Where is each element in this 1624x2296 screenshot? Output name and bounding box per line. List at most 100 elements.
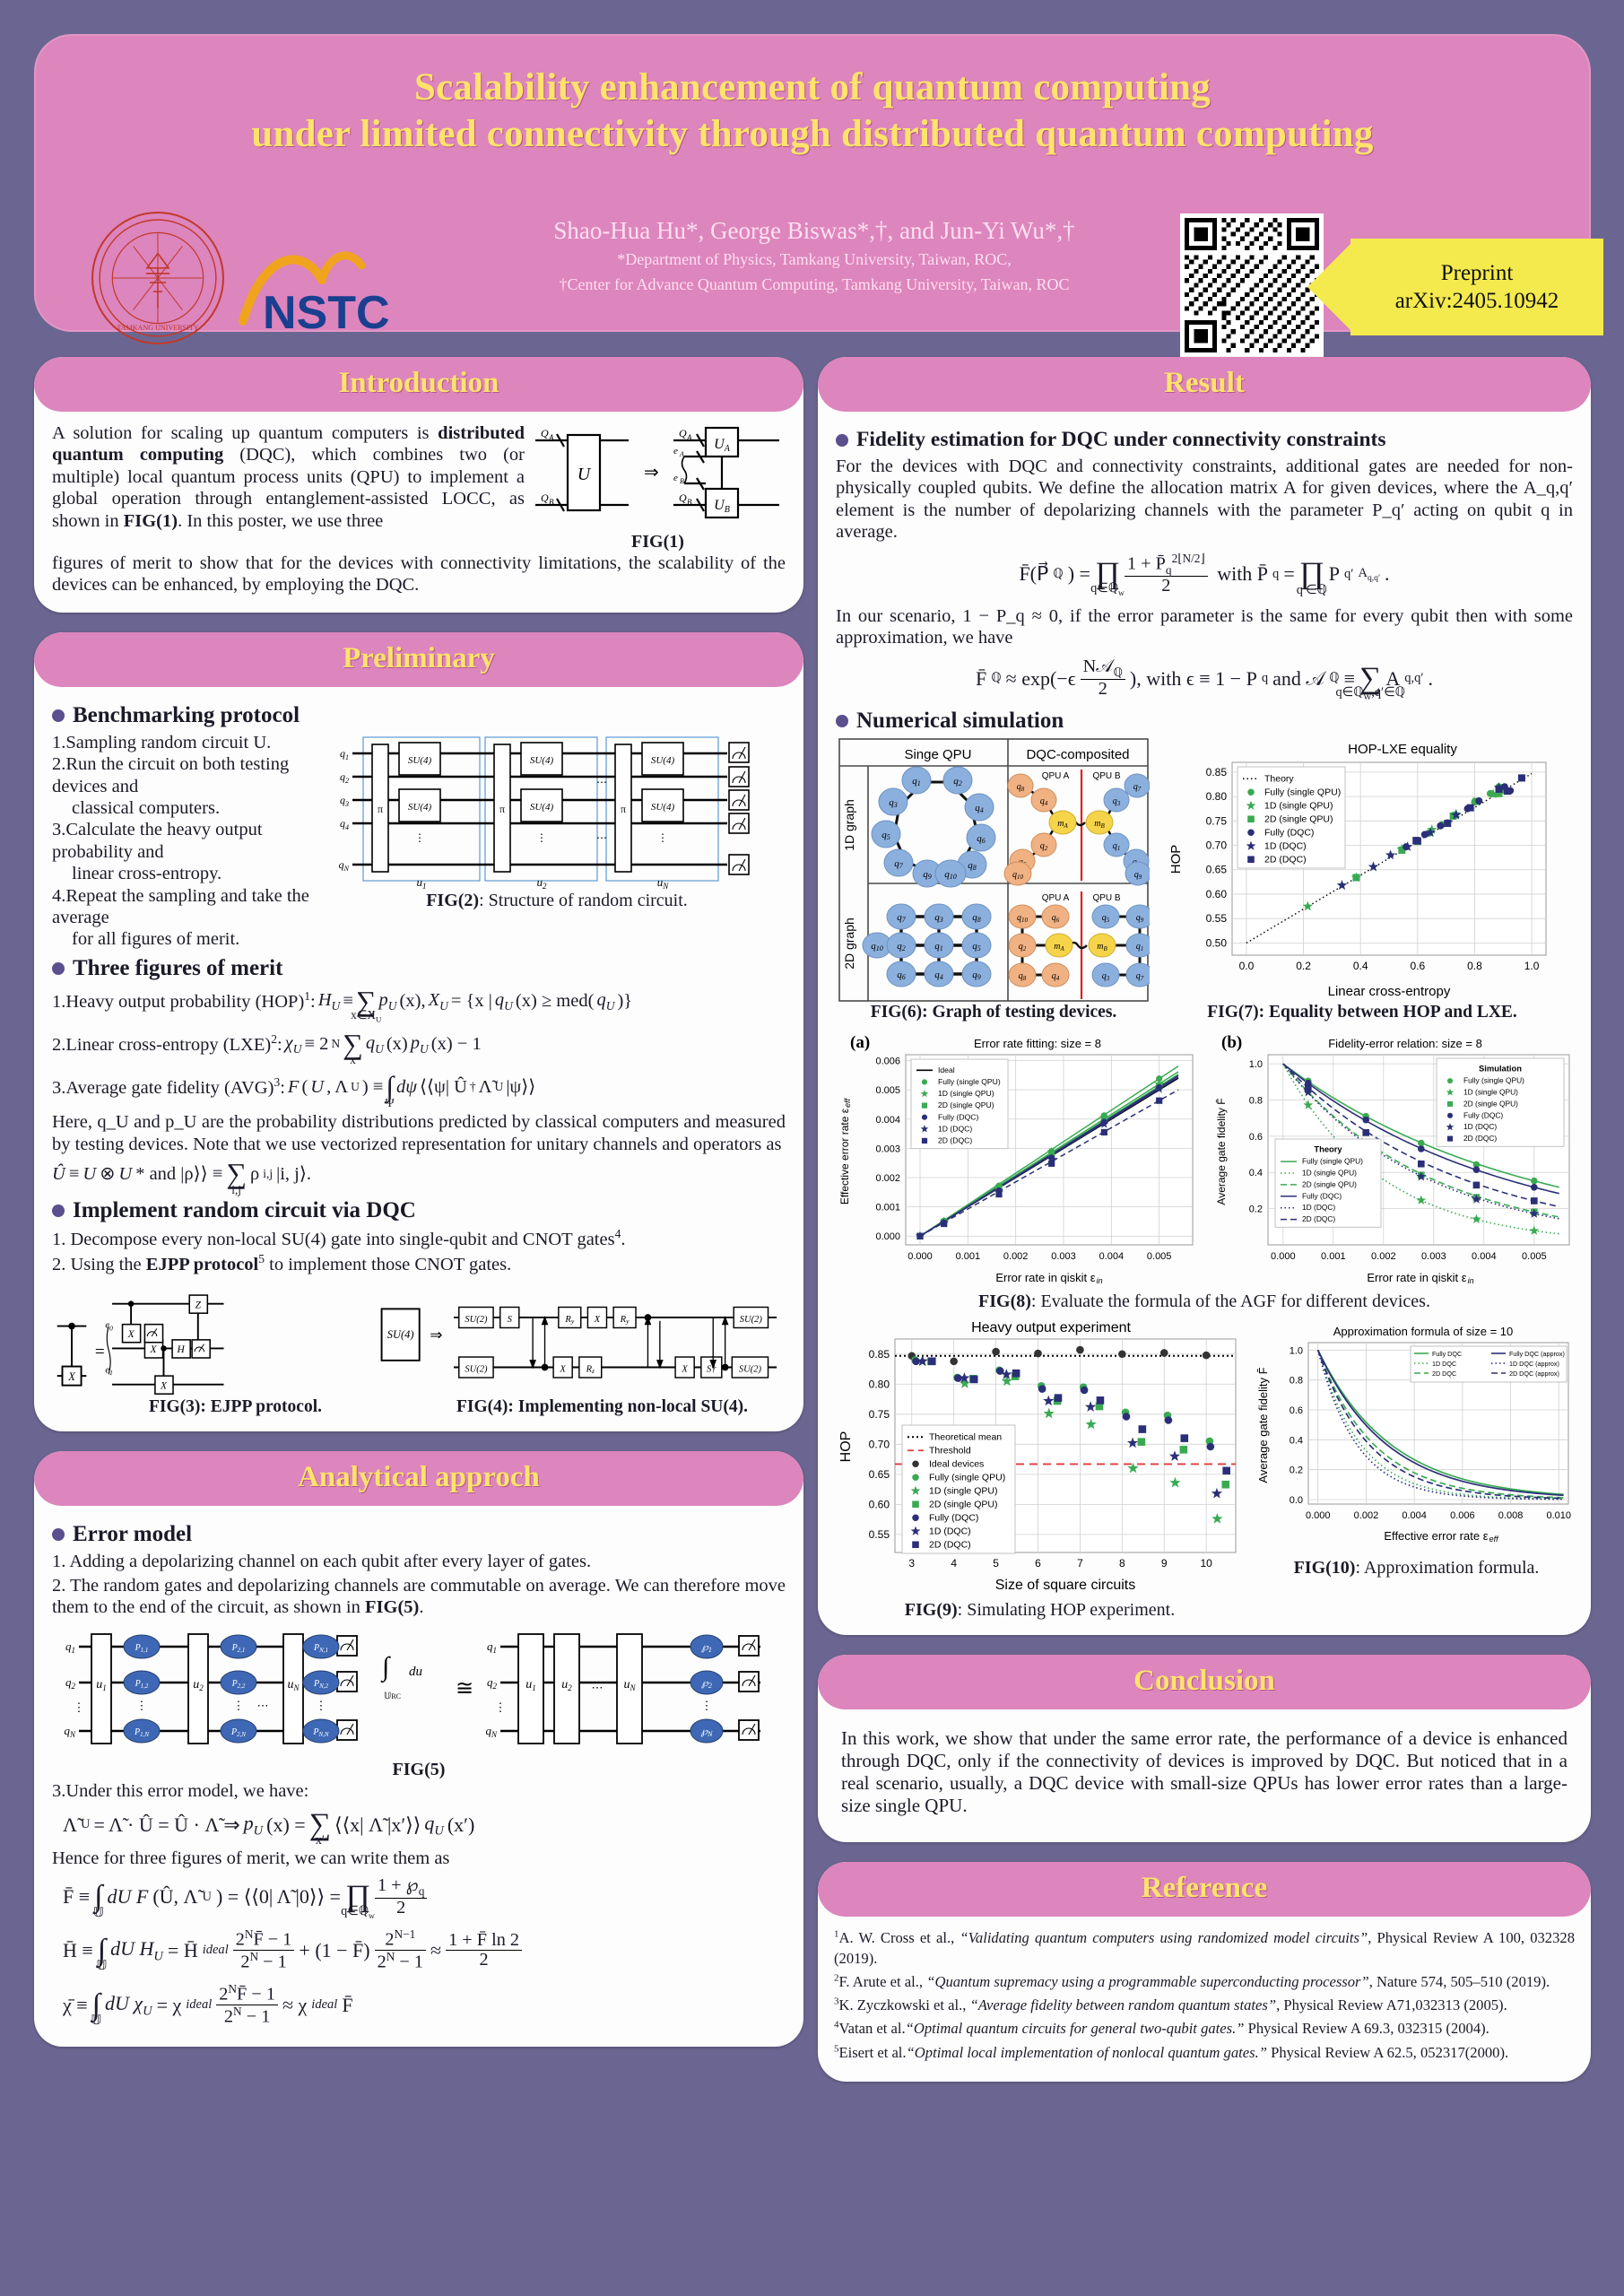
- bullet-fidelity-estimation: Fidelity estimation for DQC under connec…: [836, 428, 1573, 452]
- reference-item: 2F. Arute et al., “Quantum supremacy usi…: [834, 1972, 1550, 1991]
- data-point: [1179, 1445, 1188, 1454]
- qr-code[interactable]: [1180, 213, 1324, 357]
- data-point: [1080, 1386, 1089, 1394]
- svg-text:q1: q1: [912, 776, 921, 787]
- protocol-step-3b: linear cross-entropy.: [72, 864, 222, 884]
- fig6-device-graph-table: Singe QPU DQC-composited 1D graph 2D gra…: [838, 737, 1150, 1002]
- axis-tick-label: 5: [993, 1557, 999, 1570]
- data-point: [1495, 785, 1503, 793]
- svg-text:Q: Q: [679, 427, 687, 439]
- data-point: [1425, 827, 1436, 837]
- data-point: [1472, 1161, 1481, 1169]
- data-point: [992, 1347, 1000, 1356]
- legend-label: 1D (single QPU): [1264, 800, 1333, 811]
- svg-text:q6: q6: [977, 833, 986, 845]
- section-analytical-approach: Analytical approch Error model 1. Adding…: [34, 1451, 803, 2048]
- data-point: [1085, 1400, 1097, 1412]
- axis-tick-label: 0.001: [1321, 1251, 1346, 1262]
- fig8-caption-key: FIG(8): [978, 1291, 1031, 1311]
- product-icon: ∏ q∈ℚw: [341, 1880, 375, 1921]
- axis-tick-label: 0.6: [1290, 1405, 1303, 1416]
- svg-text:q9: q9: [972, 970, 981, 981]
- axis-tick-label: 6: [1035, 1557, 1041, 1570]
- axis-tick-label: 0.60: [869, 1498, 890, 1510]
- data-point: [910, 1526, 921, 1535]
- legend-label: Fully DQC (approx): [1509, 1350, 1565, 1358]
- legend-label: 2D (single QPU): [938, 1100, 994, 1109]
- authors-line: Shao-Hua Hu*, George Biswas*,†, and Jun-…: [553, 217, 1075, 244]
- svg-text:q2: q2: [897, 941, 906, 952]
- svg-text:du: du: [409, 1665, 422, 1679]
- fig8-caption: FIG(8): Evaluate the formula of the AGF …: [836, 1292, 1573, 1312]
- dqc-step-1-sup: 4: [614, 1226, 621, 1240]
- data-point: [910, 1485, 921, 1495]
- data-point: [1529, 1225, 1540, 1235]
- svg-text:QPU B: QPU B: [1092, 893, 1120, 903]
- svg-text:q8: q8: [972, 912, 981, 924]
- fig9-container: Heavy output experiment 3 4 5 6 7 8 9 10 0.55 0.6…: [836, 1316, 1244, 1621]
- svg-text:X: X: [149, 1344, 157, 1355]
- data-point: [1100, 1128, 1107, 1135]
- svg-text:⋮: ⋮: [701, 1699, 713, 1712]
- svg-text:B: B: [549, 498, 554, 507]
- axis-tick-label: 0.85: [1206, 766, 1228, 778]
- svg-text:X: X: [682, 1364, 689, 1374]
- svg-text:e: e: [673, 473, 678, 483]
- right-column: Result Fidelity estimation for DQC under…: [818, 357, 1591, 2101]
- protocol-step-2b: classical computers.: [72, 797, 221, 818]
- data-point: [1416, 1170, 1427, 1181]
- merit-1-sup: 1: [304, 989, 311, 1004]
- fig9-caption-key: FIG(9): [904, 1599, 958, 1620]
- fig8a-ylabel: Effective error rate ε eff: [838, 1097, 852, 1205]
- fig9-title: Heavy output experiment: [971, 1320, 1131, 1335]
- axis-tick-label: 0.6: [1249, 1132, 1263, 1143]
- svg-text:Rz: Rz: [586, 1364, 595, 1375]
- svg-text:SU(4): SU(4): [387, 1328, 414, 1341]
- svg-text:⋮: ⋮: [536, 831, 547, 844]
- legend-label: 2D (single QPU): [1264, 813, 1333, 824]
- axis-tick-label: 0.2: [1296, 960, 1311, 972]
- svg-text:qN: qN: [485, 1724, 498, 1739]
- svg-text:℘2: ℘2: [701, 1678, 712, 1690]
- svg-text:Q: Q: [679, 491, 687, 504]
- reference-item: 4Vatan et al.“Optimal quantum circuits f…: [834, 2019, 1489, 2038]
- product-icon: ∏ q′∈ℚ: [1296, 557, 1327, 597]
- fig2-caption-text: : Structure of random circuit.: [479, 890, 688, 910]
- fig6-row-header-1d: 1D graph: [842, 799, 856, 851]
- data-point: [1362, 1116, 1369, 1124]
- data-point: [1054, 1394, 1063, 1402]
- summation-icon: ∑ q∈ℚW,q′∈ℚ: [1335, 661, 1405, 702]
- dqc-step-1-text: 1. Decompose every non-local SU(4) gate …: [52, 1229, 615, 1249]
- data-point: [1156, 1074, 1163, 1083]
- fig9-xlabel: Size of square circuits: [995, 1578, 1136, 1593]
- axis-tick-label: 0.005: [1147, 1251, 1172, 1262]
- reference-item: 3K. Zyczkowski et al., “Average fidelity…: [834, 1996, 1507, 2014]
- preprint-callout[interactable]: Preprint arXiv:2405.10942: [1307, 239, 1603, 335]
- data-point: [1451, 809, 1462, 820]
- fig9-caption-text: : Simulating HOP experiment.: [957, 1599, 1176, 1620]
- legend-label: Fully (DQC): [1264, 827, 1314, 838]
- legend-label: Fully (single QPU): [1264, 787, 1341, 797]
- data-point: [1085, 1418, 1097, 1430]
- svg-text:π: π: [499, 803, 505, 815]
- svg-text:q10: q10: [871, 941, 883, 952]
- svg-text:⋮: ⋮: [233, 1699, 245, 1712]
- section-title-analytical: Analytical approch: [34, 1451, 803, 1507]
- svg-text:SU(4): SU(4): [408, 802, 432, 813]
- fig6-col-header-single: Singe QPU: [904, 747, 971, 762]
- integral-icon: ∫ Ψ: [385, 1071, 395, 1110]
- merit-1: 1.Heavy output probability (HOP)1: HU ≡ …: [52, 985, 633, 1024]
- fig7-title: HOP-LXE equality: [1348, 742, 1457, 757]
- svg-text:B: B: [680, 477, 684, 485]
- bullet-error-model: Error model: [52, 1522, 786, 1547]
- svg-text:e0: e0: [105, 1321, 113, 1333]
- svg-text:q2: q2: [340, 770, 349, 785]
- svg-text:⇒: ⇒: [430, 1326, 443, 1344]
- svg-text:X: X: [67, 1370, 75, 1383]
- axis-tick-label: 0.000: [875, 1231, 900, 1242]
- data-point: [1043, 1395, 1055, 1405]
- data-point: [1475, 796, 1483, 804]
- data-point: [1529, 1208, 1540, 1218]
